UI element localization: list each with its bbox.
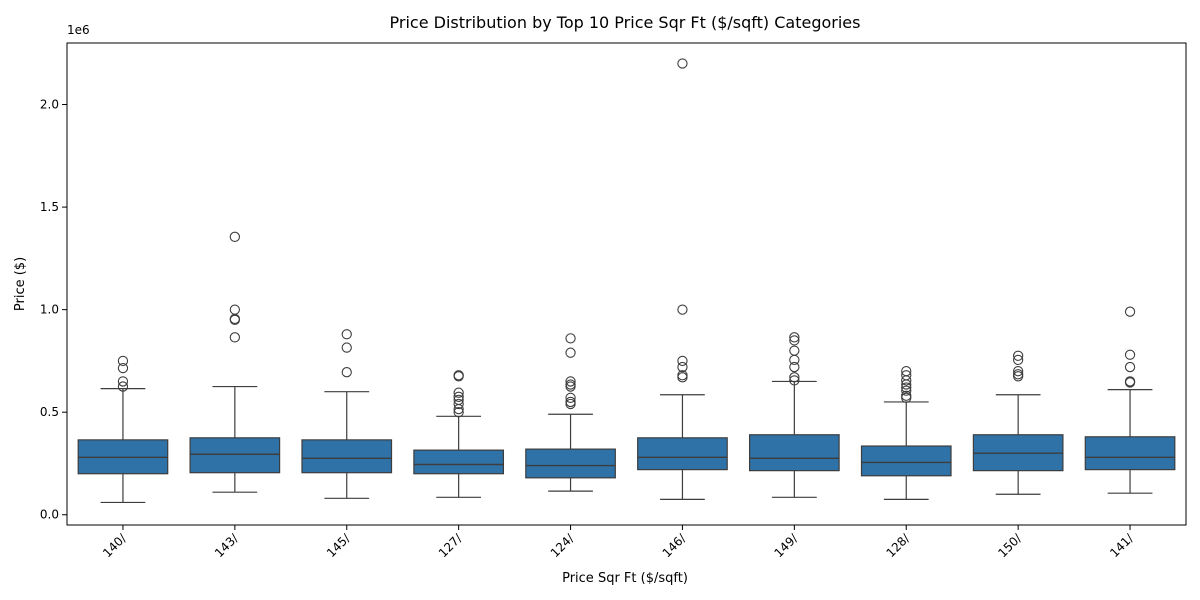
outlier-point (901, 390, 912, 401)
outlier-point (677, 58, 688, 69)
outlier-point (789, 335, 800, 346)
x-tick-label: 145/ (324, 531, 354, 561)
outlier-point (677, 355, 688, 367)
x-tick-label: 141/ (1107, 531, 1137, 561)
y-offset-label: 1e6 (67, 23, 90, 37)
x-tick-label: 143/ (212, 531, 242, 561)
box-2 (189, 231, 281, 493)
outlier-point (565, 396, 576, 408)
outlier-point (565, 347, 576, 358)
outlier-point (565, 333, 576, 344)
outlier-point (1013, 366, 1024, 377)
outlier-point (901, 370, 912, 381)
outlier-point (565, 379, 576, 390)
iqr-box (637, 437, 728, 471)
outlier-point (1013, 369, 1024, 380)
y-axis-label: Price ($) (13, 257, 28, 311)
iqr-box (1084, 436, 1176, 471)
iqr-box (860, 445, 952, 477)
outlier-point (453, 387, 464, 398)
outlier-point (117, 376, 129, 387)
y-tick-label: 2.0 (40, 98, 59, 112)
x-tick-label: 140/ (100, 531, 130, 561)
y-tick-label: 0.5 (40, 405, 59, 419)
y-axis: 0.0 0.5 1.0 1.5 2.0 (40, 98, 67, 522)
iqr-box (525, 448, 616, 479)
outlier-point (453, 370, 464, 381)
outlier-point (901, 382, 912, 393)
iqr-box (301, 439, 393, 474)
chart-title: Price Distribution by Top 10 Price Sqr F… (390, 13, 861, 32)
x-tick-label: 149/ (772, 531, 802, 561)
outlier-point (1013, 354, 1024, 366)
outlier-point (117, 362, 129, 374)
x-axis-label: Price Sqr Ft ($/sqft) (562, 571, 688, 586)
outlier-point (229, 231, 240, 242)
outlier-point (565, 392, 576, 403)
outlier-point (677, 372, 688, 383)
x-tick-label: 127/ (436, 531, 466, 561)
outlier-point (789, 345, 800, 356)
outlier-point (453, 398, 464, 410)
box-3 (301, 329, 393, 499)
x-tick-label: 128/ (883, 531, 913, 561)
y-tick-label: 1.5 (40, 200, 59, 214)
outlier-point (789, 332, 800, 343)
box-series (77, 58, 1176, 504)
box-9 (972, 350, 1064, 495)
plot-area: 0.0 0.5 1.0 1.5 2.0 140/143/145/127/124/146/… (40, 42, 1187, 560)
x-tick-label: 150/ (995, 531, 1025, 561)
outlier-point (453, 391, 464, 402)
x-axis: 140/143/145/127/124/146/149/128/150/141/ (100, 525, 1137, 560)
box-6 (637, 58, 728, 500)
outlier-point (901, 385, 912, 396)
outlier-point (341, 367, 352, 378)
box-8 (860, 366, 952, 500)
outlier-point (1124, 361, 1136, 373)
outlier-point (789, 375, 800, 386)
outlier-point (789, 354, 800, 366)
outlier-point (229, 332, 240, 343)
outlier-point (901, 366, 912, 377)
outlier-point (1124, 349, 1136, 360)
iqr-box (413, 449, 505, 475)
box-1 (77, 355, 169, 504)
outlier-point (1124, 306, 1136, 317)
box-7 (748, 332, 840, 498)
outlier-point (453, 407, 464, 418)
outlier-point (677, 304, 688, 315)
box-4 (413, 370, 505, 498)
outlier-point (341, 342, 352, 353)
outlier-point (1124, 376, 1136, 387)
outlier-point (453, 394, 464, 406)
plot-frame (66, 42, 1187, 526)
outlier-point (1013, 350, 1024, 361)
y-tick-label: 0.0 (40, 508, 59, 522)
box-10 (1084, 306, 1176, 494)
outlier-point (229, 304, 240, 315)
outlier-point (565, 376, 576, 387)
outlier-point (789, 372, 800, 383)
x-tick-label: 124/ (548, 531, 578, 561)
outlier-point (677, 370, 688, 381)
box-5 (525, 333, 616, 492)
y-tick-label: 1.0 (40, 303, 59, 317)
outlier-point (341, 329, 352, 340)
outlier-point (789, 361, 800, 373)
iqr-box (189, 437, 281, 474)
outlier-point (117, 381, 129, 392)
outlier-point (117, 355, 129, 367)
x-tick-label: 146/ (660, 531, 690, 561)
outlier-point (677, 361, 688, 373)
iqr-box (748, 434, 840, 472)
